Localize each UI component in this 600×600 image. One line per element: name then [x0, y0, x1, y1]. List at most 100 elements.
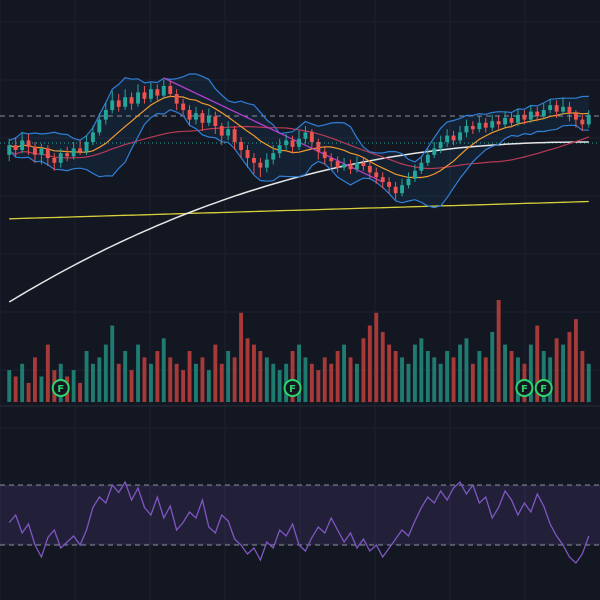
candle-body [97, 119, 102, 133]
earnings-flag-icon: F [515, 379, 534, 397]
candle-body [26, 140, 31, 147]
candle-body [239, 142, 243, 150]
candle-body [277, 145, 282, 154]
volume-bar [39, 376, 44, 402]
candle-body [45, 148, 50, 158]
volume-bar [161, 338, 166, 403]
candle-body [155, 89, 160, 96]
candle-body [7, 145, 12, 155]
volume-bar [219, 363, 224, 403]
volume-bar [20, 363, 25, 403]
candle-body [464, 126, 469, 133]
candle-body [181, 103, 186, 110]
candle-body [419, 162, 424, 171]
candle-body [322, 151, 327, 158]
candle-body [522, 114, 527, 120]
volume-bar [355, 363, 359, 403]
volume-bar [181, 370, 186, 402]
volume-bar [348, 357, 353, 402]
candle-body [84, 142, 89, 152]
candle-body [309, 132, 314, 142]
volume-bar [206, 370, 211, 402]
candle-body [374, 172, 379, 178]
candle-body [71, 148, 76, 157]
volume-bar [503, 344, 507, 402]
volume-bar [419, 338, 424, 403]
volume-bar [303, 357, 308, 402]
volume-bar [451, 357, 456, 402]
volume-bar [516, 357, 520, 402]
volume-bar [226, 351, 231, 402]
volume-bar [342, 344, 346, 402]
volume-bar [541, 351, 546, 402]
candle-body [516, 114, 520, 123]
volume-bar [155, 351, 160, 402]
candle-body [535, 111, 540, 117]
volume-bar [149, 363, 153, 403]
candle-body [355, 162, 359, 170]
volume-bar [316, 370, 321, 402]
volume-bar [97, 357, 102, 402]
volume-bar [290, 351, 295, 402]
volume-bar [561, 344, 565, 402]
candle-body [329, 158, 334, 162]
earnings-flag-icon-circle [51, 379, 70, 397]
volume-bar [136, 344, 140, 402]
candle-body [580, 119, 585, 125]
earnings-flag-icon-circle [534, 379, 553, 397]
candle-body [393, 186, 398, 194]
volume-bar [425, 351, 430, 402]
volume-bar [239, 312, 243, 403]
candle-body [483, 122, 488, 128]
earnings-flag-icon: F [51, 379, 70, 397]
candle-body [142, 92, 147, 99]
candle-body [496, 121, 501, 125]
volume-bar [483, 357, 488, 402]
candle-body [91, 132, 95, 142]
earnings-flag-label: F [540, 384, 547, 395]
volume-bar [213, 344, 218, 402]
candle-body [541, 110, 546, 117]
volume-bar [580, 351, 585, 402]
earnings-flag-label: F [521, 384, 528, 395]
candle-body [103, 110, 108, 120]
candle-body [503, 118, 507, 125]
earnings-flag-icon-circle [283, 379, 302, 397]
candle-body [110, 100, 115, 110]
volume-bar [297, 344, 301, 402]
volume-bar [380, 331, 385, 402]
candle-body [245, 150, 250, 158]
candle-body [200, 113, 205, 123]
volume-bar [200, 357, 205, 402]
volume-bar [361, 338, 366, 403]
candle-body [432, 148, 437, 155]
candle-body [39, 148, 44, 155]
candle-body [387, 182, 392, 187]
volume-bar [252, 344, 256, 402]
candle-body [548, 105, 553, 110]
volume-bar [477, 351, 482, 402]
volume-bar [438, 363, 443, 403]
trendline-drawing [163, 77, 383, 183]
volume-bar [567, 331, 572, 402]
candle-body [20, 140, 25, 150]
volume-bar [432, 357, 437, 402]
candle-body [425, 154, 430, 163]
moving-average-long-line [9, 200, 589, 220]
volume-bar [535, 325, 540, 402]
candle-body [78, 148, 82, 152]
candle-body [586, 114, 591, 125]
volume-bar [232, 357, 237, 402]
candle-body [413, 170, 417, 179]
volume-bar [33, 357, 37, 402]
candle-body [316, 142, 321, 152]
volume-bar [78, 382, 82, 402]
volume-bar [470, 363, 475, 403]
volume-bar [335, 351, 340, 402]
candle-body [554, 105, 559, 112]
volume-bar [509, 351, 514, 402]
moving-average-mid-line [8, 125, 590, 170]
earnings-flag-label: F [57, 384, 64, 395]
